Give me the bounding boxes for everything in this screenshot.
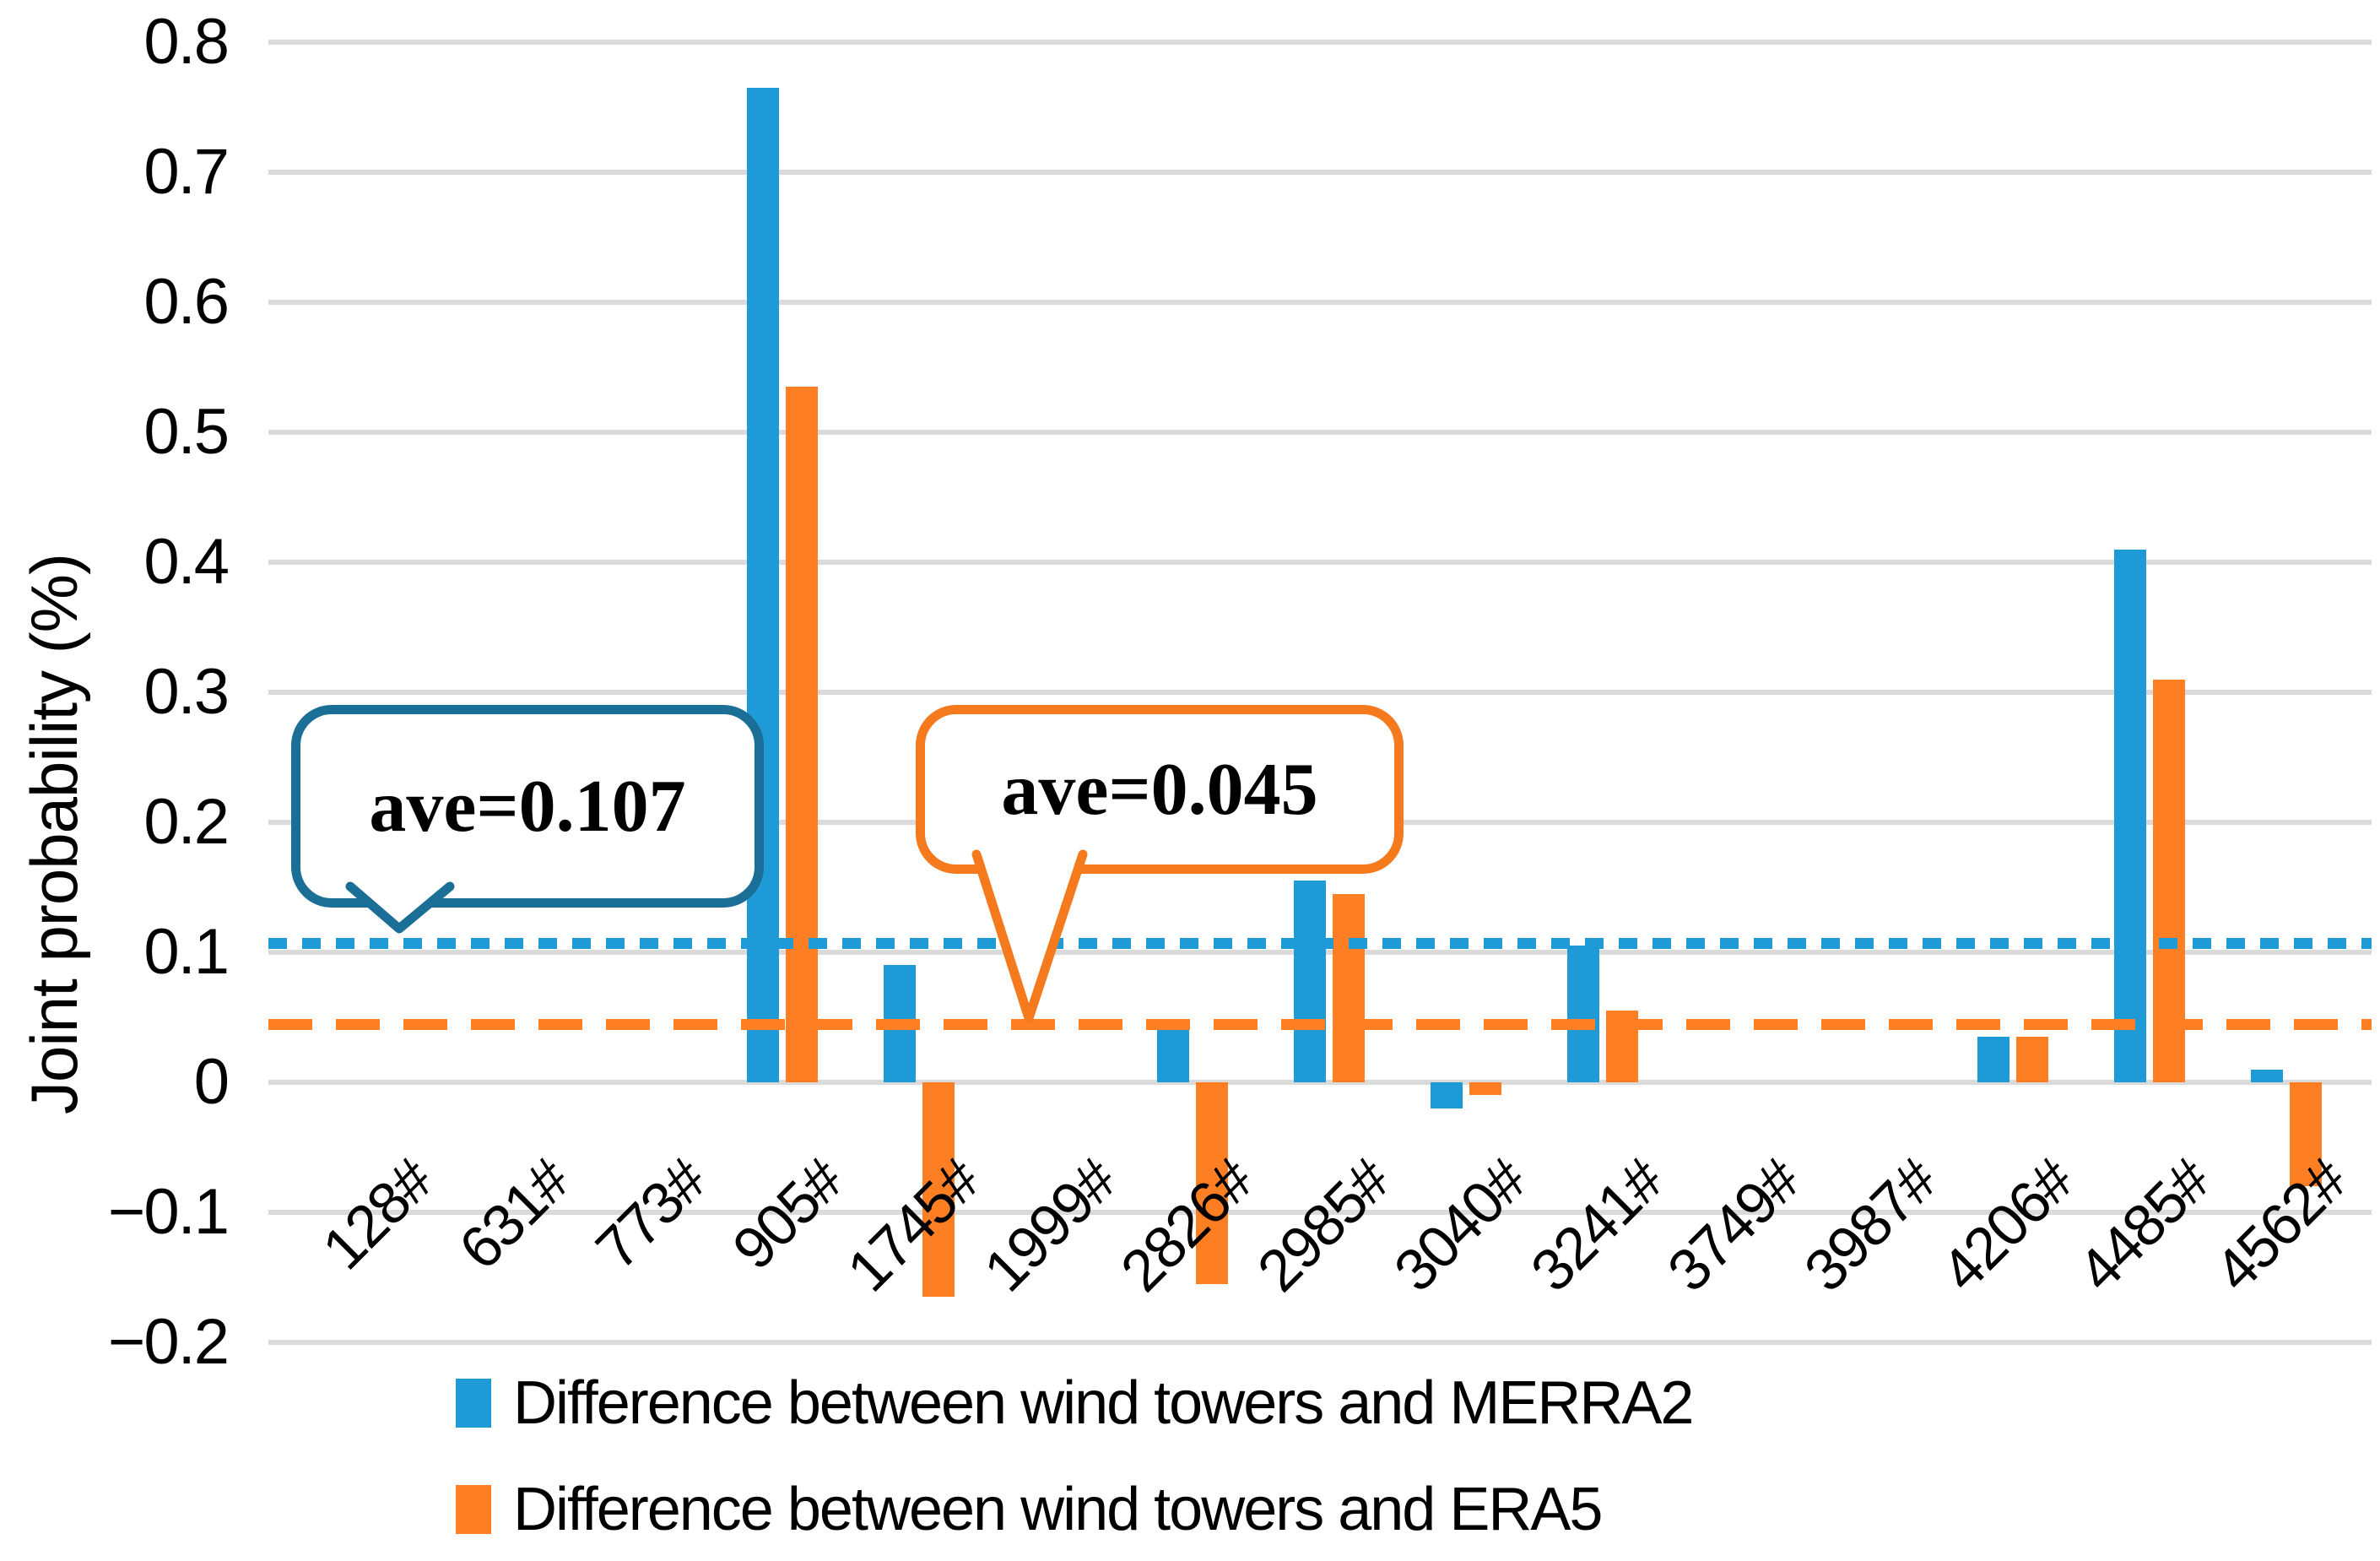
bar-era5 — [2016, 1037, 2048, 1082]
bar-era5 — [922, 1082, 955, 1298]
gridline — [268, 170, 2372, 175]
legend-item-era5: Difference between wind towers and ERA5 — [456, 1476, 1603, 1543]
y-tick-label: −0.1 — [107, 1176, 230, 1248]
bar-merra2 — [2114, 549, 2146, 1082]
y-tick-label: 0.5 — [143, 396, 230, 468]
y-tick-label: 0.7 — [143, 136, 230, 208]
legend-label-merra2: Difference between wind towers and MERRA… — [513, 1369, 1694, 1437]
average-line-era5 — [268, 1018, 2372, 1030]
bar-era5 — [2290, 1082, 2322, 1187]
callout-merra2-average: ave=0.107 — [291, 705, 764, 908]
bar-merra2 — [1431, 1082, 1463, 1108]
gridline — [268, 430, 2372, 435]
y-tick-label: 0.2 — [143, 786, 230, 858]
bar-merra2 — [1977, 1037, 2009, 1082]
y-tick-label: 0.8 — [143, 6, 230, 78]
bar-era5 — [1196, 1082, 1228, 1284]
callout-era5-pointer-icon — [971, 849, 1088, 1023]
bar-merra2 — [1567, 946, 1599, 1082]
y-tick-label: 0.3 — [143, 656, 230, 728]
bar-era5 — [2153, 679, 2185, 1082]
legend-swatch-merra2-icon — [456, 1379, 491, 1428]
callout-era5-average: ave=0.045 — [916, 705, 1404, 874]
gridline — [268, 690, 2372, 695]
bar-merra2 — [1157, 1023, 1189, 1082]
callout-merra2-average-text: ave=0.107 — [369, 765, 686, 848]
gridline — [268, 1210, 2372, 1215]
average-line-merra2 — [268, 938, 2372, 950]
y-tick-label: 0.4 — [143, 526, 230, 598]
bar-merra2 — [2251, 1069, 2283, 1082]
gridline — [268, 1080, 2372, 1085]
callout-era5-average-text: ave=0.045 — [1001, 748, 1318, 831]
y-tick-label: 0.6 — [143, 266, 230, 338]
legend-label-era5: Difference between wind towers and ERA5 — [513, 1476, 1603, 1543]
bar-era5 — [786, 387, 818, 1082]
gridline — [268, 1340, 2372, 1345]
gridline — [268, 40, 2372, 45]
y-tick-label: 0 — [193, 1046, 230, 1118]
bar-era5 — [1469, 1082, 1501, 1096]
gridline — [268, 300, 2372, 305]
legend-item-merra2: Difference between wind towers and MERRA… — [456, 1369, 1694, 1437]
legend-swatch-era5-icon — [456, 1485, 491, 1534]
y-tick-label: −0.2 — [107, 1306, 230, 1378]
bar-merra2 — [747, 87, 779, 1082]
gridline — [268, 560, 2372, 565]
bar-era5 — [1333, 893, 1365, 1082]
bar-merra2 — [1294, 881, 1326, 1082]
y-tick-label: 0.1 — [143, 916, 230, 988]
